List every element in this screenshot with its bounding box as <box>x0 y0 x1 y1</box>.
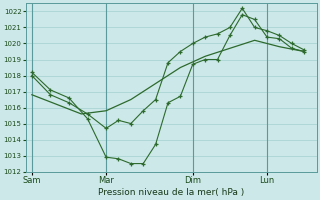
X-axis label: Pression niveau de la mer( hPa ): Pression niveau de la mer( hPa ) <box>98 188 244 197</box>
